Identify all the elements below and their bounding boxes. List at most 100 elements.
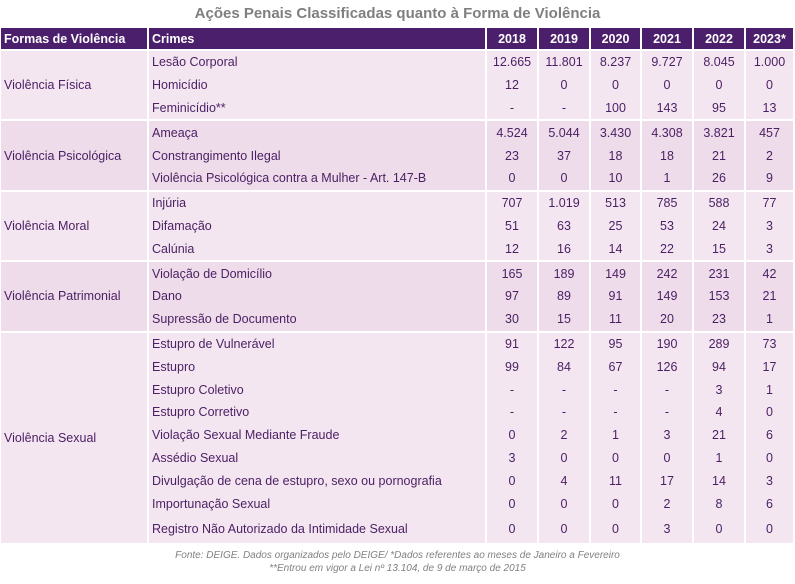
year-value: 0 <box>486 423 539 447</box>
year-value: 95 <box>693 96 746 121</box>
violence-form: Violência Sexual <box>1 330 149 543</box>
year-value: 77 <box>745 189 795 215</box>
year-value: 3 <box>693 378 746 401</box>
year-value: 8.045 <box>693 49 746 74</box>
year-value: 242 <box>641 260 694 285</box>
year-value: 5.044 <box>538 119 591 145</box>
table-row: Violência Patrimonial Violação de Domicíl… <box>1 260 795 332</box>
year-value: 24 <box>693 214 746 238</box>
year-value: 513 <box>590 189 642 215</box>
year-value: 0 <box>745 514 795 543</box>
year-value: 3 <box>745 214 795 238</box>
year-value: 457 <box>745 119 795 145</box>
year-value: 165 <box>486 260 539 285</box>
violence-form: Violência Física <box>1 48 149 121</box>
year-value: 0 <box>693 73 746 97</box>
year-value: 143 <box>641 96 694 121</box>
year-value: 21 <box>745 284 795 308</box>
year-value: 20 <box>641 307 694 332</box>
year-value: 17 <box>745 355 795 379</box>
year-value: 4.524 <box>486 119 539 145</box>
crime-name: Dano <box>148 284 487 308</box>
year-value: 11.801 <box>538 49 591 74</box>
year-value: 6 <box>745 423 795 447</box>
year-value: 3 <box>641 514 694 543</box>
header-crimes: Crimes <box>148 28 487 50</box>
header-year: 2020 <box>590 28 642 50</box>
year-value: 0 <box>538 492 591 515</box>
table-row: Supressão de Documento 30 15 11 20 23 1 <box>1 307 795 332</box>
year-value: 14 <box>590 237 642 262</box>
year-value: 95 <box>590 330 642 356</box>
year-value: - <box>486 400 539 424</box>
crime-name: Estupro <box>148 355 487 379</box>
year-value: 190 <box>641 330 694 356</box>
table-row: Divulgação de cena de estupro, sexo ou p… <box>1 469 795 493</box>
year-value: 189 <box>538 260 591 285</box>
table-row: Constrangimento Ilegal 23 37 18 18 21 2 <box>1 144 795 167</box>
year-value: 21 <box>693 423 746 447</box>
year-value: 1.000 <box>745 49 795 74</box>
year-value: - <box>590 378 642 401</box>
violence-form: Violência Patrimonial <box>1 260 149 332</box>
table-row: Estupro Corretivo - - - -4 0 <box>1 400 795 424</box>
violence-table: Formas de Violência Crimes 2018 2019 2020 2… <box>1 28 795 543</box>
header-year: 2023* <box>745 28 795 50</box>
year-value: 53 <box>641 214 694 238</box>
year-value: 1 <box>693 446 746 470</box>
year-value: - <box>538 378 591 401</box>
table-row: Estupro 99 84 67 126 94 17 <box>1 355 795 379</box>
year-value: 84 <box>538 355 591 379</box>
year-value: 100 <box>590 96 642 121</box>
year-value: 2 <box>745 144 795 167</box>
year-value: 2 <box>641 492 694 515</box>
year-value: 2 <box>538 423 591 447</box>
year-value: - <box>486 378 539 401</box>
year-value: 0 <box>538 446 591 470</box>
year-value: 42 <box>745 260 795 285</box>
year-value: 91 <box>590 284 642 308</box>
table-row: Estupro Coletivo - - - -3 1 <box>1 378 795 401</box>
crime-name: Estupro Corretivo <box>148 400 487 424</box>
year-value: 15 <box>693 237 746 262</box>
year-value: 1 <box>590 423 642 447</box>
table-row: Violência Psicológica Ameaça 4.524 5.044 3.4… <box>1 119 795 191</box>
year-value: 26 <box>693 166 746 191</box>
year-value: 3 <box>641 423 694 447</box>
year-value: 0 <box>538 514 591 543</box>
year-value: - <box>641 378 694 401</box>
year-value: 99 <box>486 355 539 379</box>
table-row: Homicídio 12 0 0 0 0 0 <box>1 73 795 97</box>
year-value: 122 <box>538 330 591 356</box>
year-value: 3.430 <box>590 119 642 145</box>
year-value: 89 <box>538 284 591 308</box>
table-row: Calúnia 12 16 14 22 15 3 <box>1 237 795 262</box>
table-row: Violência Psicológica contra a Mulher - … <box>1 166 795 191</box>
year-value: 4 <box>693 400 746 424</box>
year-value: 51 <box>486 214 539 238</box>
year-value: 4 <box>538 469 591 493</box>
year-value: 0 <box>745 400 795 424</box>
year-value: 10 <box>590 166 642 191</box>
crime-name: Violação Sexual Mediante Fraude <box>148 423 487 447</box>
year-value: 0 <box>745 73 795 97</box>
crime-name: Difamação <box>148 214 487 238</box>
year-value: 707 <box>486 189 539 215</box>
year-value: 16 <box>538 237 591 262</box>
header-year: 2022 <box>693 28 746 50</box>
year-value: - <box>590 400 642 424</box>
year-value: 0 <box>590 492 642 515</box>
year-value: - <box>486 96 539 121</box>
year-value: 67 <box>590 355 642 379</box>
table-row: Importunação Sexual 0 0 0 2 8 6 <box>1 492 795 515</box>
year-value: 18 <box>641 144 694 167</box>
year-value: 94 <box>693 355 746 379</box>
table-row: Difamação 51 63 25 53 24 3 <box>1 214 795 238</box>
header-year: 2021 <box>641 28 694 50</box>
year-value: 3 <box>745 237 795 262</box>
table-row: Feminicídio** - -100 143 95 13 <box>1 96 795 121</box>
year-value: 0 <box>538 166 591 191</box>
table-row: Violência Sexual Estupro de Vulnerável 91 1… <box>1 330 795 543</box>
year-value: 8.237 <box>590 49 642 74</box>
year-value: 0 <box>590 446 642 470</box>
